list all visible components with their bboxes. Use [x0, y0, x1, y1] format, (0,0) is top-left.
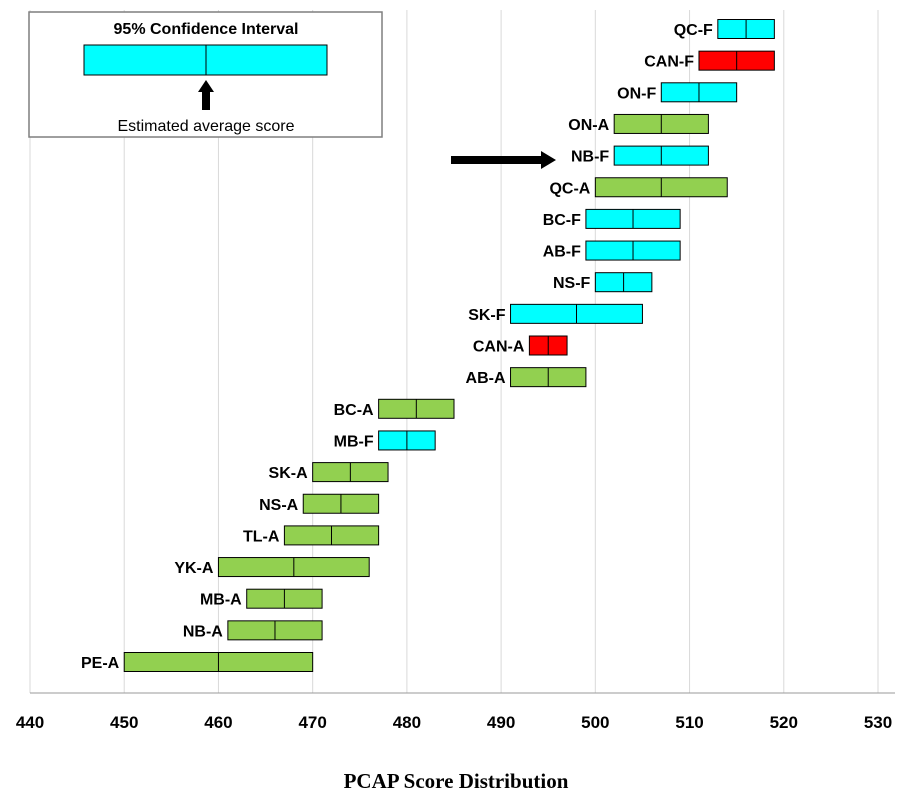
highlight-arrow-icon: [451, 151, 556, 169]
category-label: SK-F: [468, 307, 506, 324]
x-tick-label: 490: [487, 713, 515, 732]
category-label: QC-A: [549, 180, 590, 197]
x-tick-label: 520: [770, 713, 798, 732]
x-tick-labels: 440 450 460 470 480 490 500 510 520 530: [16, 713, 892, 732]
x-tick-label: 460: [204, 713, 232, 732]
x-tick-label: 440: [16, 713, 44, 732]
x-axis-title: PCAP Score Distribution: [344, 769, 569, 793]
x-tick-label: 530: [864, 713, 892, 732]
category-label: ON-A: [568, 117, 609, 134]
category-label: PE-A: [81, 655, 120, 672]
x-tick-label: 450: [110, 713, 138, 732]
category-label: NS-A: [259, 497, 299, 514]
x-tick-label: 480: [393, 713, 421, 732]
category-label: MB-A: [200, 592, 242, 609]
x-tick-label: 510: [675, 713, 703, 732]
category-label: BC-F: [543, 212, 581, 229]
category-label: TL-A: [243, 528, 280, 545]
category-label: CAN-A: [473, 339, 525, 356]
x-tick-label: 500: [581, 713, 609, 732]
category-label: AB-A: [466, 370, 506, 387]
category-labels: QC-F CAN-F ON-F ON-A NB-F QC-A BC-F AB-F NS-F SK-…: [81, 22, 713, 672]
category-label: QC-F: [674, 22, 713, 39]
category-label: SK-A: [269, 465, 309, 482]
category-label: YK-A: [174, 560, 214, 577]
category-label: AB-F: [543, 244, 581, 261]
legend-box: 95% Confidence Interval Estimated averag…: [28, 11, 383, 138]
category-label: CAN-F: [644, 54, 694, 71]
legend-caption: Estimated average score: [118, 118, 295, 135]
category-label: NB-A: [183, 623, 223, 640]
interval-bars: [123, 19, 775, 672]
category-label: MB-F: [334, 433, 374, 450]
legend-title: 95% Confidence Interval: [114, 21, 299, 38]
category-label: NB-F: [571, 149, 609, 166]
up-arrow-icon: [198, 80, 214, 110]
category-label: BC-A: [334, 402, 374, 419]
x-tick-label: 470: [298, 713, 326, 732]
category-label: NS-F: [553, 275, 591, 292]
category-label: ON-F: [617, 85, 656, 102]
